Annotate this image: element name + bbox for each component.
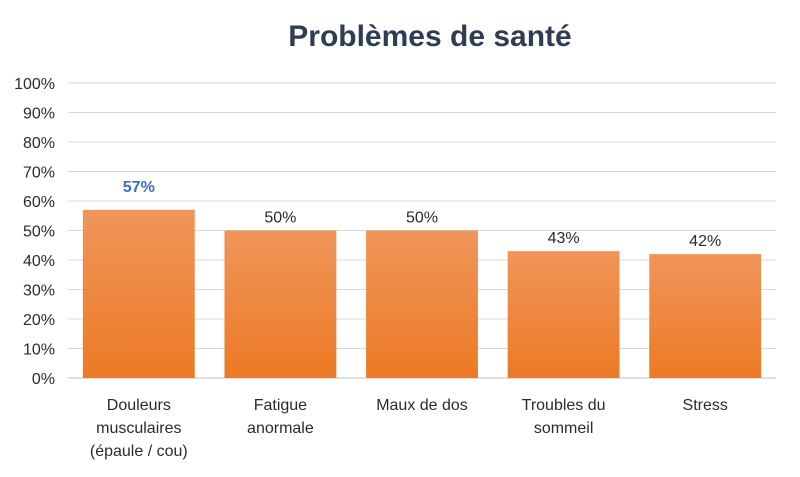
y-tick-label: 100%: [14, 76, 55, 93]
category-label: Maux de dos: [376, 397, 468, 414]
data-labels: 57% 50% 50% 43% 42%: [123, 179, 721, 250]
bars: [82, 209, 762, 378]
category-label: Douleurs musculaires (épaule / cou): [90, 397, 188, 460]
bar: [82, 209, 195, 378]
category-label: Fatigue anormale: [247, 397, 314, 437]
bar: [366, 230, 478, 378]
y-tick-label: 80%: [23, 135, 55, 152]
category-label: Troubles du sommeil: [522, 397, 606, 437]
y-tick-label: 30%: [23, 283, 55, 300]
chart-title: Problèmes de santé: [288, 20, 571, 53]
data-label: 50%: [264, 210, 296, 227]
category-labels: Douleurs musculaires (épaule / cou) Fatigue…: [90, 397, 728, 460]
y-tick-label: 90%: [23, 106, 55, 123]
y-axis-ticks: 0% 10% 20% 30% 40% 50% 60% 70% 80% 90% 100%: [14, 76, 55, 388]
y-tick-label: 70%: [23, 165, 55, 182]
y-tick-label: 50%: [23, 224, 55, 241]
data-label: 43%: [548, 230, 580, 247]
y-tick-label: 10%: [23, 342, 55, 359]
y-tick-label: 0%: [32, 371, 55, 388]
data-label: 50%: [406, 210, 438, 227]
y-tick-label: 20%: [23, 312, 55, 329]
bar: [224, 230, 337, 378]
data-label: 57%: [123, 179, 155, 196]
bar: [649, 254, 762, 378]
data-label: 42%: [689, 233, 721, 250]
y-tick-label: 60%: [23, 194, 55, 211]
category-label: Stress: [683, 397, 728, 414]
bar: [507, 251, 620, 378]
y-tick-label: 40%: [23, 253, 55, 270]
